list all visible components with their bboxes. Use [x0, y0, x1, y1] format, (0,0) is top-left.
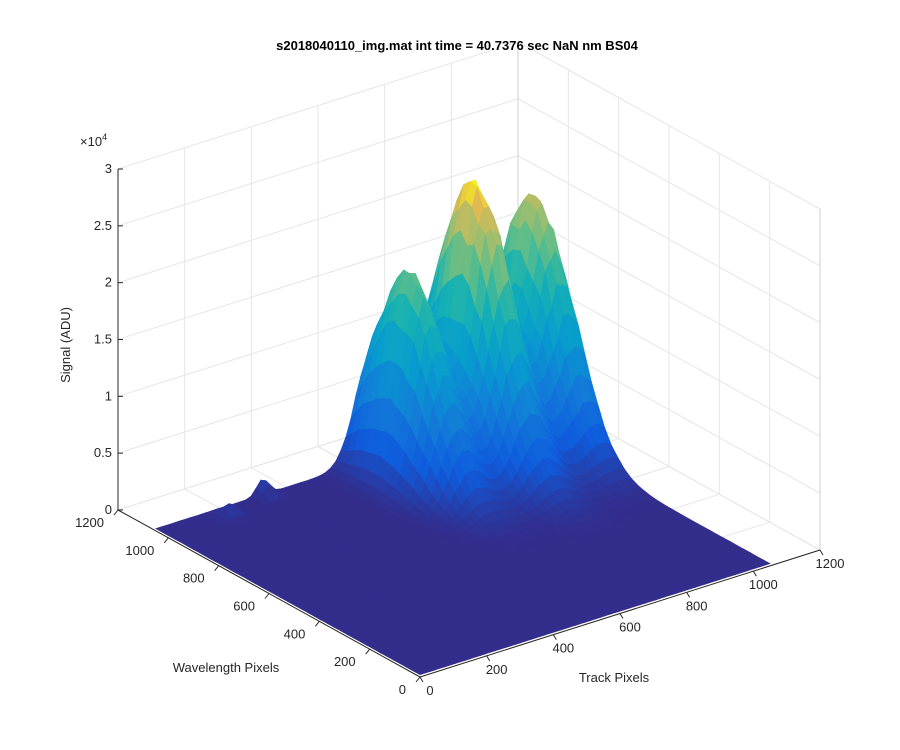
- track-tick-label: 800: [686, 598, 708, 613]
- wavelength-tick-label: 800: [183, 571, 205, 586]
- gridline-back-left-horizontal: [117, 155, 519, 284]
- wavelength-tick: [214, 565, 220, 571]
- track-tick-label: 600: [619, 620, 641, 635]
- gridline-back-right-horizontal: [517, 98, 821, 267]
- wavelength-tick-label: 1000: [125, 543, 154, 558]
- track-tick: [752, 570, 757, 577]
- wavelength-tick-label: 600: [233, 599, 255, 614]
- z-exponent-label: ×104: [80, 132, 107, 149]
- track-tick: [619, 613, 624, 619]
- wavelength-tick-label: 1200: [75, 515, 104, 530]
- wavelength-tick: [113, 509, 119, 516]
- surface-layer: [155, 179, 771, 676]
- wavelength-tick-label: 400: [284, 626, 306, 641]
- track-tick-label: 200: [486, 662, 508, 677]
- track-tick-label: 0: [426, 683, 433, 698]
- wavelength-tick-label: 200: [334, 654, 356, 669]
- surface-patch: [412, 669, 426, 676]
- track-tick: [552, 634, 557, 640]
- gridline-back-left-horizontal: [117, 98, 519, 227]
- track-tick: [486, 655, 491, 662]
- z-exponent-power: 4: [102, 132, 107, 142]
- track-tick-label: 400: [552, 641, 574, 656]
- wavelength-tick: [415, 676, 421, 683]
- chart-title: s2018040110_img.mat int time = 40.7376 s…: [276, 38, 638, 53]
- track-tick: [419, 676, 424, 683]
- signal-tick-label: 0: [105, 502, 112, 517]
- signal-tick-label: 3: [105, 161, 112, 176]
- wavelength-tick: [365, 648, 371, 655]
- wavelength-tick: [264, 593, 270, 599]
- gridline-back-left-horizontal: [117, 41, 519, 170]
- labels-layer: 0200400600800100012000200400600800100012…: [75, 161, 844, 698]
- wavelength-axis-label: Wavelength Pixels: [173, 660, 280, 675]
- track-tick-label: 1200: [816, 556, 845, 571]
- signal-tick-label: 1: [105, 388, 112, 403]
- z-axis-label: Signal (ADU): [58, 307, 73, 383]
- track-axis-label: Track Pixels: [579, 670, 650, 685]
- track-tick: [819, 549, 824, 556]
- axes-layer: [113, 168, 824, 683]
- track-tick-label: 1000: [749, 577, 778, 592]
- gridline-back-right-horizontal: [517, 212, 821, 380]
- signal-tick-label: 1.5: [94, 332, 112, 347]
- wavelength-tick-label: 0: [399, 682, 406, 697]
- track-tick: [686, 592, 691, 598]
- z-exponent-base: ×10: [80, 134, 102, 149]
- wavelength-tick: [163, 537, 169, 544]
- wavelength-tick: [314, 621, 320, 627]
- signal-tick-label: 2.5: [94, 218, 112, 233]
- gridline-back-right-horizontal: [517, 41, 821, 210]
- signal-tick-label: 0.5: [94, 445, 112, 460]
- signal-tick-label: 2: [105, 275, 112, 290]
- gridline-back-right-horizontal: [517, 155, 821, 324]
